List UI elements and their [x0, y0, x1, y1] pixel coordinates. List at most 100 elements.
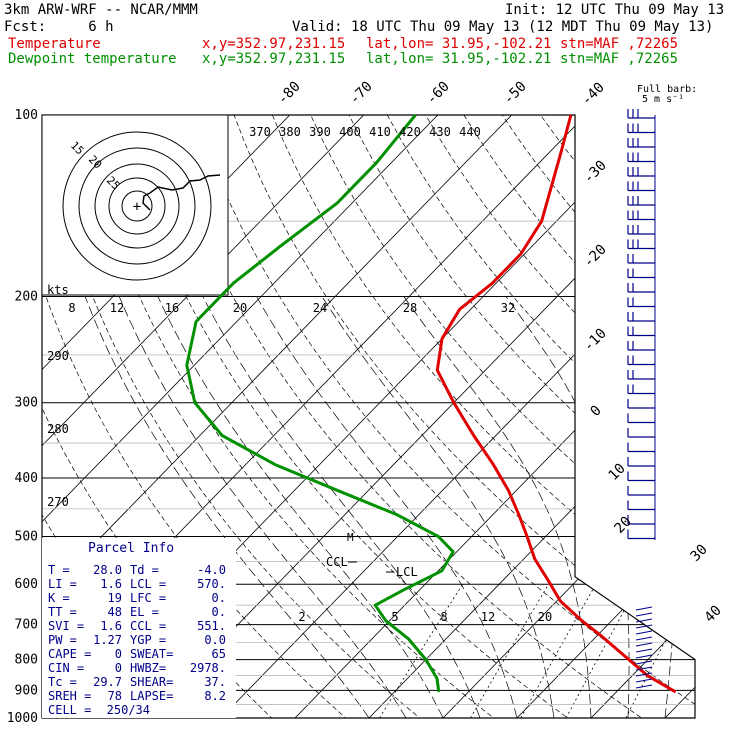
wind-barb [627, 442, 655, 453]
parcel-info-value: 551. [197, 619, 226, 633]
wind-barb [627, 225, 655, 235]
pressure-tick-label: 800 [15, 653, 38, 668]
isotherm-label: 40 [702, 603, 725, 626]
dewpoint-profile-line [185, 114, 455, 693]
wind-barb [627, 355, 655, 366]
parcel-info-value: 250/34 [107, 703, 150, 717]
isotherm-label: 0 [588, 403, 605, 420]
mixing-ratio-label: 2 [298, 610, 305, 624]
wind-barb-low [635, 678, 653, 683]
dewpoint-xy: x,y=352.97,231.15 [202, 51, 346, 67]
parcel-info-key: Td = [130, 563, 159, 577]
model-title: 3km ARW-WRF -- NCAR/MMM [4, 2, 198, 18]
parcel-info-key: YGP = [130, 633, 166, 647]
parcel-info-key: T = [48, 563, 70, 577]
pressure-tick-label: 700 [15, 618, 38, 633]
valid-time: Valid: 18 UTC Thu 09 May 13 (12 MDT Thu … [292, 19, 714, 35]
parcel-info-value: 0. [212, 591, 226, 605]
pressure-tick-label: 500 [15, 529, 38, 544]
isotherm-label: -70 [347, 79, 376, 108]
theta-label: 390 [309, 125, 331, 139]
parcel-info-key: LCL = [130, 577, 166, 591]
isotherm-line [652, 115, 695, 718]
barb-legend-value: 5 m s⁻¹ [642, 94, 684, 105]
wind-barb-low [635, 624, 653, 629]
hodograph-ring [62, 131, 212, 281]
wind-barb [627, 210, 655, 221]
wind-barb [627, 312, 655, 322]
theta-label: 420 [399, 125, 421, 139]
wind-barb [627, 181, 655, 192]
mixing-ratio-label: 20 [538, 610, 552, 624]
dry-adiabat [655, 115, 695, 718]
wind-barb-low [635, 648, 653, 653]
isotherm-label: -10 [581, 326, 610, 355]
wind-barb [627, 283, 655, 293]
lcl-label: LCL [396, 565, 418, 579]
wind-barb [627, 515, 655, 525]
wind-barb [627, 500, 655, 511]
init-time: Init: 12 UTC Thu 09 May 13 [505, 2, 725, 18]
parcel-info-value: 1.6 [100, 619, 122, 633]
theta-label: 430 [429, 125, 451, 139]
mixing-ratio-line [379, 583, 463, 718]
dry-adiabat [42, 115, 436, 718]
isotherm-line [282, 115, 695, 718]
mixing-ratio-label: 12 [481, 610, 495, 624]
hodograph-speed-label: 12 [110, 301, 124, 315]
forecast-hour: Fcst: 6 h [4, 19, 114, 35]
wind-barb-low [635, 672, 653, 677]
parcel-info-key: SVI = [48, 619, 84, 633]
parcel-info-key: SREH = [48, 689, 91, 703]
wind-barb [627, 167, 655, 177]
isotherm-label: -40 [579, 80, 608, 109]
wind-barb [627, 196, 655, 206]
parcel-info-key: EL = [130, 605, 159, 619]
parcel-info-key: TT = [48, 605, 77, 619]
parcel-info-value: 2978. [190, 661, 226, 675]
wind-barb-low [635, 642, 653, 647]
temperature-legend: Temperature [8, 36, 101, 52]
parcel-info-value: 0. [212, 605, 226, 619]
parcel-info-key: LI = [48, 577, 77, 591]
parcel-info-key: PW = [48, 633, 77, 647]
wind-barb [627, 399, 655, 409]
moist-adiabat [256, 296, 518, 718]
hodograph-speed-label: 16 [165, 301, 179, 315]
hodograph-unit: kts [47, 283, 69, 297]
isotherm-line [42, 115, 391, 718]
parcel-info-key: LAPSE= [130, 689, 173, 703]
wind-barb [627, 138, 655, 148]
dry-adiabat [195, 115, 695, 718]
mixing-ratio-label: 8 [440, 610, 447, 624]
isotherm-label: -60 [424, 79, 453, 108]
dry-adiabat [732, 115, 740, 731]
dry-adiabat [425, 115, 695, 718]
dry-adiabat-label: 290 [47, 349, 69, 363]
parcel-info-key: Tc = [48, 675, 77, 689]
isotherm-line [42, 115, 465, 718]
mixing-ratio-line [565, 584, 639, 718]
wind-barb-low [635, 606, 653, 611]
barb-legend-title: Full barb: [637, 84, 697, 95]
dry-adiabat [693, 115, 695, 718]
moist-adiabat [321, 296, 555, 718]
parcel-info-value: 0 [115, 661, 122, 675]
parcel-info-value: 1.27 [93, 633, 122, 647]
wind-barb [627, 529, 655, 540]
parcel-info-value: 29.7 [93, 675, 122, 689]
pressure-tick-label: 200 [15, 290, 38, 305]
wind-barb-low [635, 684, 653, 689]
theta-label: 380 [279, 125, 301, 139]
isotherm-label: 20 [612, 514, 635, 537]
hodograph-box [41, 114, 229, 296]
isotherm-label: 30 [688, 542, 711, 565]
parcel-info-key: SHEAR= [130, 675, 173, 689]
moist-adiabat [118, 296, 407, 718]
parcel-info-key: CIN = [48, 661, 84, 675]
m-label: M [347, 531, 354, 544]
isotherm-line [727, 87, 740, 730]
wind-barb-low [635, 666, 653, 671]
parcel-info-key: K = [48, 591, 70, 605]
wind-barb-low [635, 618, 653, 623]
